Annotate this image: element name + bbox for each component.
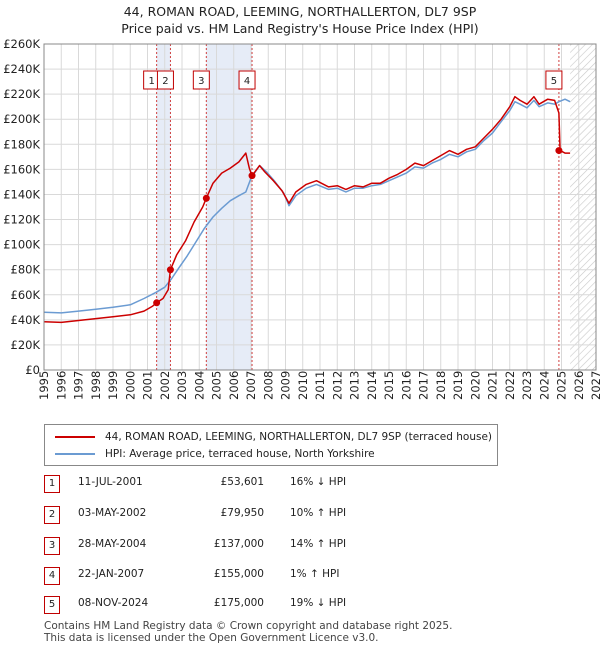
transaction-date: 22-JAN-2007 [78,568,145,580]
transaction-number: 4 [44,567,60,585]
x-tick-label: 2016 [399,371,413,400]
sale-point [166,266,174,274]
x-tick-label: 2020 [468,371,482,400]
legend-item-property: 44, ROMAN ROAD, LEEMING, NORTHALLERTON, … [55,429,492,445]
sale-marker-box [156,70,174,90]
y-tick-label: £240K [3,62,40,76]
transaction-price: £155,000 [213,568,264,580]
y-tick-label: £20K [11,338,41,352]
y-tick-label: £100K [3,238,40,252]
x-tick-label: 2003 [175,371,189,400]
y-tick-label: £0 [25,363,40,377]
sale-point [248,172,256,180]
x-tick-label: 2000 [123,371,137,400]
x-tick-label: 2001 [141,371,155,400]
transaction-date: 11-JUL-2001 [78,476,143,488]
transaction-price: £137,000 [213,538,264,550]
x-tick-label: 2009 [279,371,293,400]
transaction-hpi: 16% ↓ HPI [290,476,347,488]
shaded-period [156,44,171,370]
x-tick-label: 2015 [382,371,396,400]
price-chart: 1 2 3 4 5 £0 £20K £40K £60K £80K £100K £120K £140K £1… [3,37,600,400]
transaction-number: 5 [44,596,60,614]
x-tick-label: 1995 [37,371,51,400]
transaction-date: 28-MAY-2004 [78,538,147,550]
x-tick-label: 1999 [106,371,120,400]
legend-swatch-property [55,436,95,438]
transaction-hpi: 19% ↓ HPI [290,597,347,609]
y-tick-label: £40K [11,313,41,327]
y-tick-label: £220K [3,87,40,101]
x-tick-label: 2002 [158,371,172,400]
y-tick-label: £140K [3,187,40,201]
x-tick-label: 2025 [555,371,569,400]
sale-point [153,299,161,307]
x-tick-label: 2011 [313,371,327,400]
x-tick-label: 2014 [365,371,379,400]
y-tick-label: £120K [3,213,40,227]
y-tick-label: £260K [3,37,40,51]
forecast-region [570,44,596,370]
x-tick-label: 2007 [244,371,258,400]
plot-frame [43,43,597,371]
property-price-line [43,95,571,324]
transaction-number: 2 [44,506,60,524]
sale-point [555,147,563,155]
chart-subtitle: Price paid vs. HM Land Registry's House … [121,21,479,36]
x-tick-label: 2017 [417,371,431,400]
x-tick-label: 1997 [72,371,86,400]
transaction-number: 1 [44,475,60,493]
legend-swatch-hpi [55,453,95,455]
sale-marker-box [238,70,256,90]
y-tick-label: £80K [11,263,41,277]
transaction-date: 03-MAY-2002 [78,507,147,519]
x-tick-label: 2027 [589,371,600,400]
chart-title: 44, ROMAN ROAD, LEEMING, NORTHALLERTON, … [123,4,477,19]
x-tick-label: 2004 [192,371,206,400]
hpi-line [43,98,571,314]
transaction-hpi: 1% ↑ HPI [290,568,340,580]
x-tick-label: 2024 [537,371,551,400]
transaction-date: 08-NOV-2024 [78,597,149,609]
transaction-price: £79,950 [220,507,264,519]
transaction-hpi: 14% ↑ HPI [290,538,347,550]
legend-label-hpi: HPI: Average price, terraced house, Nort… [105,448,375,460]
sale-marker-label: 1 [148,76,154,87]
shaded-period [206,44,253,370]
sale-point [202,194,210,202]
y-tick-label: £60K [11,288,41,302]
y-tick-label: £180K [3,137,40,151]
legend-label-property: 44, ROMAN ROAD, LEEMING, NORTHALLERTON, … [105,431,493,443]
sale-marker-label: 5 [551,76,557,87]
x-tick-label: 2019 [451,371,465,400]
x-tick-label: 2018 [434,371,448,400]
y-tick-label: £160K [3,162,40,176]
sale-marker-label: 3 [198,76,204,87]
sale-marker-box [545,70,563,90]
x-tick-label: 2023 [520,371,534,400]
transaction-number: 3 [44,537,60,555]
x-tick-label: 2026 [572,371,586,400]
sale-marker-box [192,70,210,90]
x-tick-label: 2008 [261,371,275,400]
x-tick-label: 2013 [348,371,362,400]
legend-item-hpi: HPI: Average price, terraced house, Nort… [55,446,375,462]
x-tick-label: 1996 [54,371,68,400]
footer-copyright: Contains HM Land Registry data © Crown c… [44,620,453,632]
sale-marker-label: 2 [162,76,168,87]
x-tick-label: 2006 [227,371,241,400]
transaction-hpi: 10% ↑ HPI [290,507,347,519]
sale-marker-label: 4 [244,76,250,87]
footer-licence: This data is licensed under the Open Gov… [44,632,379,644]
transaction-price: £175,000 [213,597,264,609]
x-tick-label: 2005 [210,371,224,400]
y-tick-label: £200K [3,112,40,126]
x-tick-label: 2022 [503,371,517,400]
transaction-price: £53,601 [220,476,264,488]
legend: 44, ROMAN ROAD, LEEMING, NORTHALLERTON, … [44,424,498,466]
x-tick-label: 2012 [330,371,344,400]
x-tick-label: 1998 [89,371,103,400]
x-tick-label: 2010 [296,371,310,400]
x-tick-label: 2021 [486,371,500,400]
